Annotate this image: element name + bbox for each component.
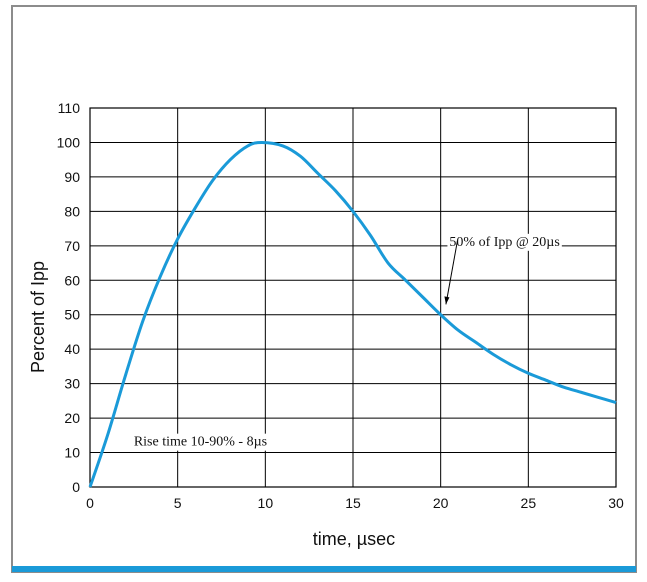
y-tick-label: 20: [64, 410, 80, 426]
plot-border: [89, 107, 617, 488]
x-tick-label: 20: [433, 495, 449, 511]
x-tick-label: 15: [345, 495, 361, 511]
y-tick-label: 80: [64, 203, 80, 219]
x-tick-label: 0: [86, 495, 94, 511]
annotation-rise-time: Rise time 10-90% - 8µs: [134, 435, 267, 450]
y-tick-label: 60: [64, 272, 80, 288]
tick-labels: 0 5 10 15 20 25 30 0 10 20 30 40 50 60 70 80 90 100 110: [57, 100, 624, 511]
outer-border: [11, 5, 637, 573]
y-tick-label: 30: [64, 376, 80, 392]
y-tick-label: 0: [72, 479, 80, 495]
y-tick-label: 90: [64, 169, 80, 185]
annotation-bg: [131, 433, 270, 451]
y-tick-label: 40: [64, 341, 80, 357]
annotation-50-percent: 50% of Ipp @ 20µs: [449, 235, 559, 250]
y-tick-label: 10: [64, 445, 80, 461]
series-line: [88, 140, 617, 488]
y-tick-label: 50: [64, 307, 80, 323]
x-axis-title: time, µsec: [313, 529, 395, 549]
y-axis-title: Percent of Ipp: [28, 261, 48, 373]
y-tick-label: 100: [57, 134, 81, 150]
grid: [89, 107, 617, 488]
x-tick-label: 30: [608, 495, 624, 511]
annotation-bg: [447, 233, 562, 251]
y-tick-label: 70: [64, 238, 80, 254]
y-tick-label: 110: [58, 100, 81, 116]
x-tick-label: 5: [174, 495, 182, 511]
x-tick-label: 25: [521, 495, 537, 511]
annotation-arrowhead: [444, 296, 450, 305]
annotation-arrow: [445, 240, 458, 305]
accent-bar: [12, 566, 636, 572]
x-tick-label: 10: [258, 495, 274, 511]
annotations: Rise time 10-90% - 8µs 50% of Ipp @ 20µs: [131, 233, 562, 451]
